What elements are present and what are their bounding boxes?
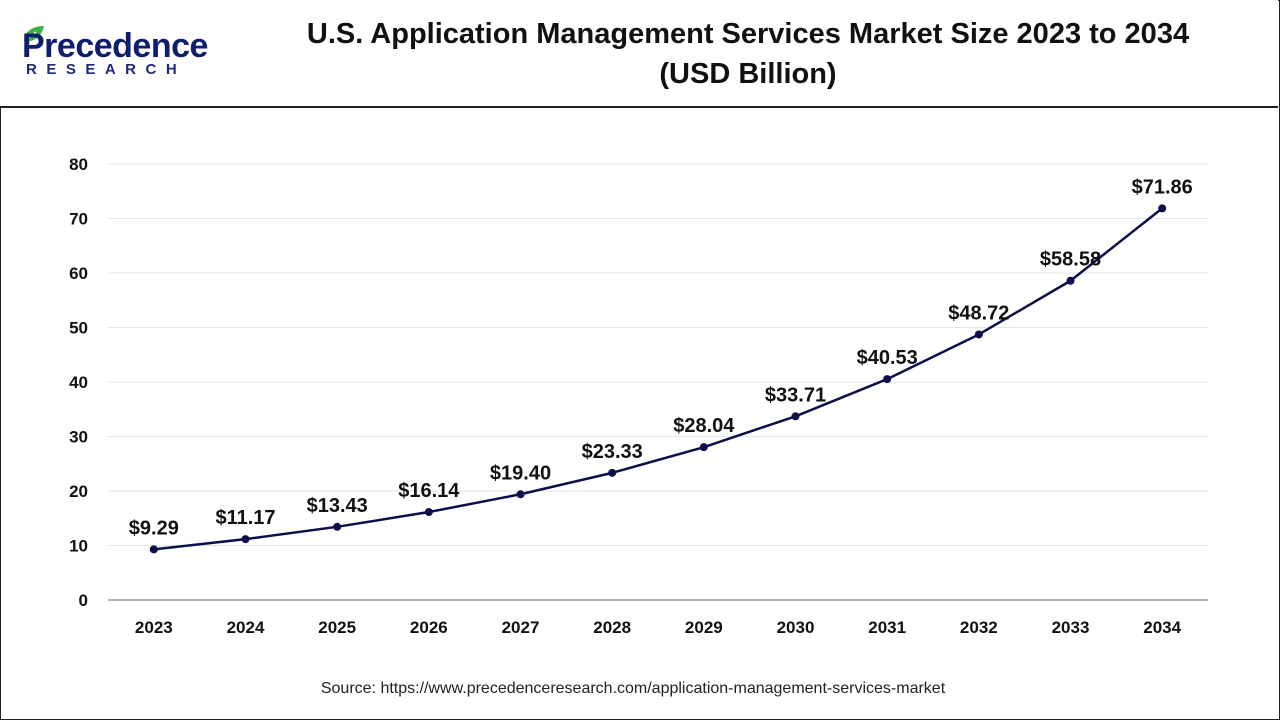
x-tick-label: 2023	[135, 618, 173, 637]
x-tick-label: 2034	[1143, 618, 1181, 637]
y-tick-label: 70	[69, 210, 88, 229]
x-tick-label: 2032	[960, 618, 998, 637]
y-tick-label: 60	[69, 264, 88, 283]
x-tick-label: 2029	[685, 618, 723, 637]
data-label: $40.53	[857, 347, 918, 369]
y-tick-label: 50	[69, 319, 88, 338]
logo-wordmark: Precedence	[22, 27, 208, 65]
data-label: $16.14	[398, 480, 460, 502]
x-tick-label: 2024	[227, 618, 265, 637]
data-label: $11.17	[215, 507, 275, 529]
x-tick-label: 2026	[410, 618, 448, 637]
y-tick-label: 10	[69, 537, 88, 556]
data-point	[1158, 204, 1167, 213]
data-label: $13.43	[307, 495, 368, 517]
brand-logo: Precedence RESEARCH	[22, 24, 222, 84]
x-tick-label: 2028	[593, 618, 631, 637]
x-tick-label: 2030	[777, 618, 815, 637]
data-point	[149, 545, 158, 554]
chart-title-line2: (USD Billion)	[659, 58, 837, 90]
leaf-icon	[23, 26, 44, 43]
source-note: Source: https://www.precedenceresearch.c…	[320, 680, 946, 697]
data-label: $9.29	[129, 517, 179, 539]
data-point	[424, 508, 433, 517]
chart-title-line1: U.S. Application Management Services Mar…	[306, 18, 1190, 50]
header: Precedence RESEARCH U.S. Application Man…	[0, 0, 1278, 108]
series-line	[153, 207, 1163, 551]
y-tick-label: 80	[69, 155, 88, 174]
data-point	[883, 375, 892, 384]
y-tick-label: 30	[69, 428, 88, 447]
data-label: $19.40	[490, 462, 551, 484]
chart-title: U.S. Application Management Services Mar…	[260, 14, 1236, 94]
logo-subtitle: RESEARCH	[26, 61, 187, 78]
data-point	[1066, 276, 1075, 285]
y-tick-label: 20	[69, 482, 88, 501]
y-tick-label: 0	[79, 591, 88, 610]
data-point	[699, 443, 708, 452]
data-label: $48.72	[948, 302, 1009, 324]
x-tick-label: 2031	[868, 618, 906, 637]
data-label: $71.86	[1132, 176, 1193, 198]
data-point	[608, 468, 617, 477]
data-point	[516, 490, 525, 499]
x-tick-label: 2025	[318, 618, 356, 637]
data-point	[333, 522, 342, 531]
x-tick-label: 2033	[1052, 618, 1090, 637]
data-label: $58.58	[1040, 249, 1101, 271]
data-point	[974, 330, 983, 339]
data-point	[241, 535, 250, 544]
data-label: $28.04	[673, 415, 735, 437]
data-label: $33.71	[765, 384, 826, 406]
data-point	[791, 412, 800, 421]
y-tick-label: 40	[69, 373, 88, 392]
x-tick-label: 2027	[502, 618, 540, 637]
data-label: $23.33	[582, 441, 643, 463]
